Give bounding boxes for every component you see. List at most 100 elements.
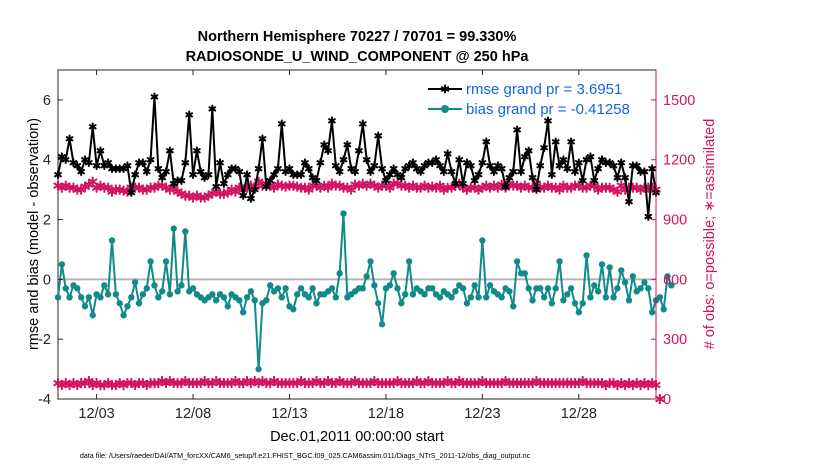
bias-point [606,264,613,271]
bias-series [54,210,675,373]
bias-point [409,291,417,298]
bias-point [151,282,158,289]
rmse-point [559,155,568,165]
bias-point [583,252,590,259]
rmse-point [204,170,213,179]
x-tick-label: 12/28 [561,406,597,422]
rmse-point [567,137,575,147]
bias-point [544,285,552,292]
rmse-point [362,155,371,165]
y-left-tick-label: -2 [38,332,51,348]
bias-point [255,365,262,373]
obs-point [655,393,665,405]
bias-point [131,279,139,286]
rmse-point [520,152,529,162]
bias-point [282,285,289,292]
bias-point [552,285,559,292]
rmse-point [586,152,595,162]
rmse-point [374,131,383,141]
rmse-point [216,158,224,168]
y-left-tick-label: 0 [43,272,51,288]
bias-point [54,294,62,301]
bias-point [239,309,247,316]
bias-point [375,300,382,307]
bias-point [641,279,648,286]
bias-point [471,282,478,289]
rmse-point [146,155,155,165]
rmse-point [443,149,452,159]
rmse-point [436,161,444,171]
rmse-point [640,167,649,176]
bias-point [525,285,532,292]
bias-point [479,237,486,244]
obs-series-3 [53,375,665,405]
bias-point [290,306,297,313]
bias-point [313,300,320,307]
bias-point [170,225,177,232]
bias-point [247,288,255,295]
rmse-point [196,167,205,176]
bias-point [66,294,73,301]
bias-point [637,285,644,292]
bias-point [309,285,316,292]
bias-point [587,294,594,301]
rmse-point [563,164,572,173]
rmse-point [613,173,622,182]
bias-point [294,291,301,298]
obs-point [612,186,623,197]
legend-rmse-marker [440,84,450,94]
rmse-point [328,116,336,126]
rmse-point [285,164,294,173]
bias-point [486,282,494,289]
rmse-point [501,182,510,191]
rmse-point [490,167,498,176]
rmse-point [385,170,394,179]
rmse-point [482,137,491,147]
rmse-point [92,161,101,171]
rmse-point [301,158,309,168]
rmse-point [339,155,348,165]
rmse-point [509,167,518,176]
x-tick-label: 12/13 [271,406,307,422]
bias-point [143,285,150,292]
bias-point [363,273,370,280]
y-right-tick-label: 300 [663,332,687,348]
legend-rmse-star [440,84,450,94]
rmse-point [551,137,560,147]
rmse-point [358,119,367,129]
bias-point [97,294,104,301]
rmse-point [497,164,506,173]
y-right-tick-label: 1500 [663,93,695,109]
bias-point [390,270,397,277]
bias-point [463,300,471,307]
rmse-point [544,116,552,126]
bias-point [618,267,625,274]
bias-point [625,297,633,304]
bias-point [243,294,251,301]
chart-subtitle: RADIOSONDE_U_WIND_COMPONENT @ 250 hPa [186,49,530,65]
rmse-point [208,104,217,114]
bias-point [564,291,571,298]
bias-point [594,288,602,295]
rmse-point [517,167,525,176]
bias-point [263,297,270,304]
bias-point [116,300,123,307]
rmse-point [150,92,159,102]
series-layer [53,92,675,405]
rmse-point [77,167,86,176]
rmse-point [439,167,448,176]
rmse-point [447,167,456,176]
rmse-point [355,146,363,156]
y-left-tick-label: 6 [43,93,51,109]
bias-point [591,282,598,289]
bias-point [648,309,656,316]
rmse-point [127,188,136,197]
rmse-point [262,182,271,191]
bias-point [305,294,312,301]
bias-point [560,297,567,304]
bias-point [610,294,617,301]
rmse-point [254,164,263,173]
x-tick-label: 12/23 [464,406,500,422]
rmse-point [351,167,359,176]
rmse-point [397,173,406,182]
